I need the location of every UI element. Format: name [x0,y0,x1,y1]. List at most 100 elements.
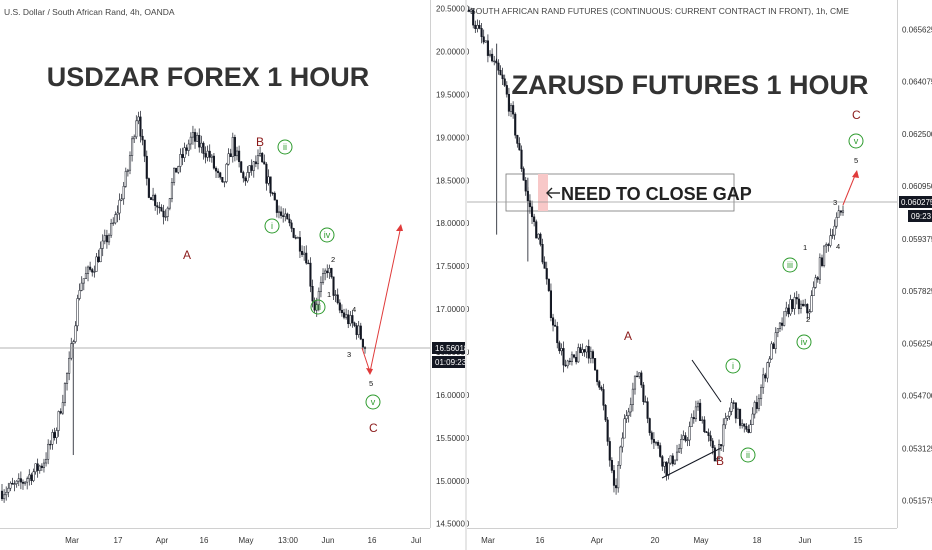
candle-body [831,234,834,237]
candle-body [753,402,756,415]
y-tick-label: 0.065625 [902,25,932,34]
candle-body [825,244,828,247]
left-countdown-text: 01:09:23 [435,358,467,367]
candle-body [654,442,658,444]
left-num-2: 2 [331,255,335,264]
candle-body [707,432,710,436]
candle-body [72,341,75,344]
candle-body [357,325,360,335]
candle-body [21,481,25,484]
candle-body [273,192,276,201]
candle-body [549,290,552,318]
candle-body [591,351,595,359]
candle-body [640,372,643,386]
candle-body [594,358,597,371]
y-tick-label: 15.50000 [436,434,470,443]
candle-body [246,172,249,182]
candle-body [774,332,777,349]
candle-body [741,423,744,426]
candle-body [15,480,18,485]
candle-body [772,343,775,349]
candle-body [478,25,481,29]
candle-body [3,494,6,500]
candle-body [349,315,352,325]
candle-body [208,150,211,158]
svg-text:v: v [854,136,859,146]
candle-body [137,116,140,122]
candle-body [644,401,647,403]
candle-body [684,435,687,441]
candle-body [808,311,811,314]
candle-body [648,418,651,433]
triangle-lower-line [661,447,722,479]
candle-body [7,487,10,493]
left-price-tag-text: 16.56018 [435,344,469,353]
candle-body [112,222,115,224]
candle-body [566,360,569,367]
candle-body [321,273,325,283]
candle-body [661,456,664,467]
candle-body [486,40,489,56]
x-tick-label: 18 [753,536,762,545]
x-tick-label: 20 [651,536,660,545]
candle-body [42,462,46,468]
x-tick-label: Jun [799,536,812,545]
right-countdown-tag [908,210,932,222]
right-wave-i: i [725,358,741,374]
y-tick-label: 0.059375 [902,235,932,244]
candle-body [217,170,220,174]
left-num-4: 4 [352,305,356,314]
candle-body [269,176,272,194]
candle-body [722,424,725,447]
candle-body [568,360,571,363]
y-tick-label: 0.051575 [902,496,932,505]
candle-body [726,415,729,419]
candle-body [223,181,226,183]
right-price-tag [899,196,932,208]
candle-body [545,268,548,280]
y-tick-label: 18.00000 [436,219,470,228]
candle-body [476,25,479,29]
candle-body [812,287,815,296]
candle-body [351,315,354,324]
candle-body [152,194,155,200]
candle-body [570,354,574,362]
candle-body [227,153,230,165]
candle-body [200,142,203,148]
candle-body [309,262,312,287]
candle-body [543,261,546,269]
candle-body [78,290,81,299]
candle-body [682,435,685,440]
right-wave-A: A [624,329,632,343]
candle-body [221,176,224,183]
candle-body [709,435,712,442]
candle-body [82,278,85,284]
candle-body [760,387,763,400]
candle-body [298,237,302,252]
candle-body [781,322,784,326]
left-wave-v: v [365,394,381,410]
candle-body [623,418,626,439]
candle-body [608,441,611,461]
x-tick-label: Jul [411,536,421,545]
candle-body [724,418,727,426]
candle-body [361,338,364,348]
x-tick-label: 13:00 [278,536,299,545]
candle-body [732,402,735,404]
svg-text:iii: iii [315,302,321,312]
y-tick-label: 19.00000 [436,133,470,142]
right-num-2: 2 [806,315,810,324]
candle-body [271,192,274,195]
triangle-upper-line [691,359,722,403]
left-wave-B: B [256,135,264,149]
candle-body [187,143,190,151]
candle-body [256,155,260,165]
candle-body [61,402,64,414]
candle-body [225,163,228,182]
pane-divider[interactable] [465,0,467,550]
y-tick-label: 0.053125 [902,444,932,453]
x-tick-label: Mar [65,536,79,545]
candle-body [342,312,346,318]
candle-body [581,349,584,354]
